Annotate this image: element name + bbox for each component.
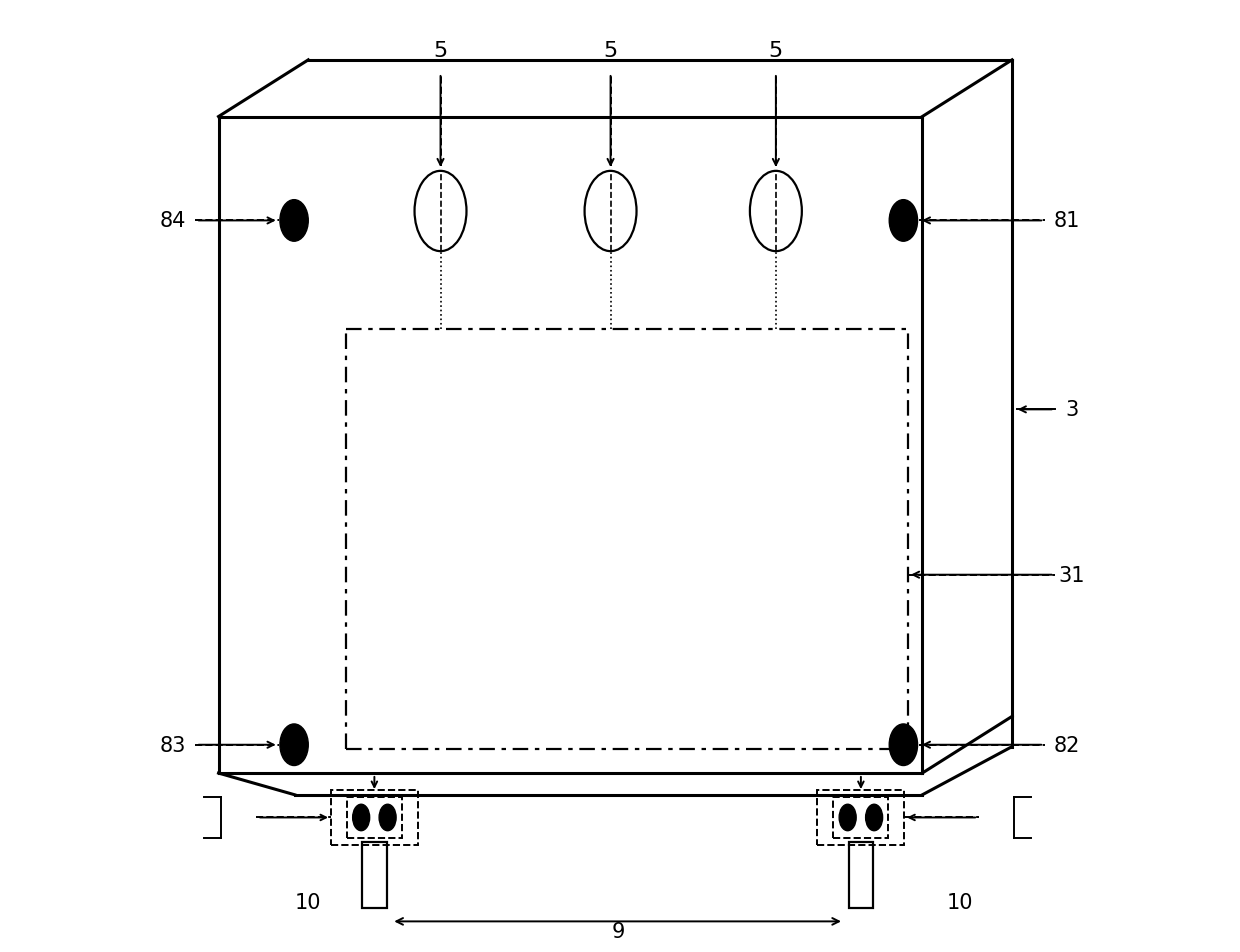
Bar — [362, 843, 387, 908]
Ellipse shape — [280, 201, 309, 242]
Ellipse shape — [379, 804, 396, 831]
Ellipse shape — [839, 804, 856, 831]
Ellipse shape — [352, 804, 370, 831]
Ellipse shape — [889, 201, 918, 242]
Ellipse shape — [889, 724, 918, 765]
Text: 10: 10 — [295, 893, 321, 913]
Text: 82: 82 — [1054, 735, 1080, 755]
Ellipse shape — [280, 724, 309, 765]
Text: 5: 5 — [604, 41, 618, 61]
Text: 10: 10 — [947, 893, 973, 913]
Text: 5: 5 — [434, 41, 448, 61]
Text: 81: 81 — [1054, 211, 1080, 231]
Text: 3: 3 — [1065, 400, 1078, 420]
Text: 9: 9 — [611, 921, 625, 941]
Ellipse shape — [866, 804, 883, 831]
Text: 5: 5 — [769, 41, 782, 61]
Bar — [848, 843, 873, 908]
Text: 83: 83 — [160, 735, 186, 755]
Text: 84: 84 — [160, 211, 186, 231]
Text: 31: 31 — [1058, 565, 1085, 585]
